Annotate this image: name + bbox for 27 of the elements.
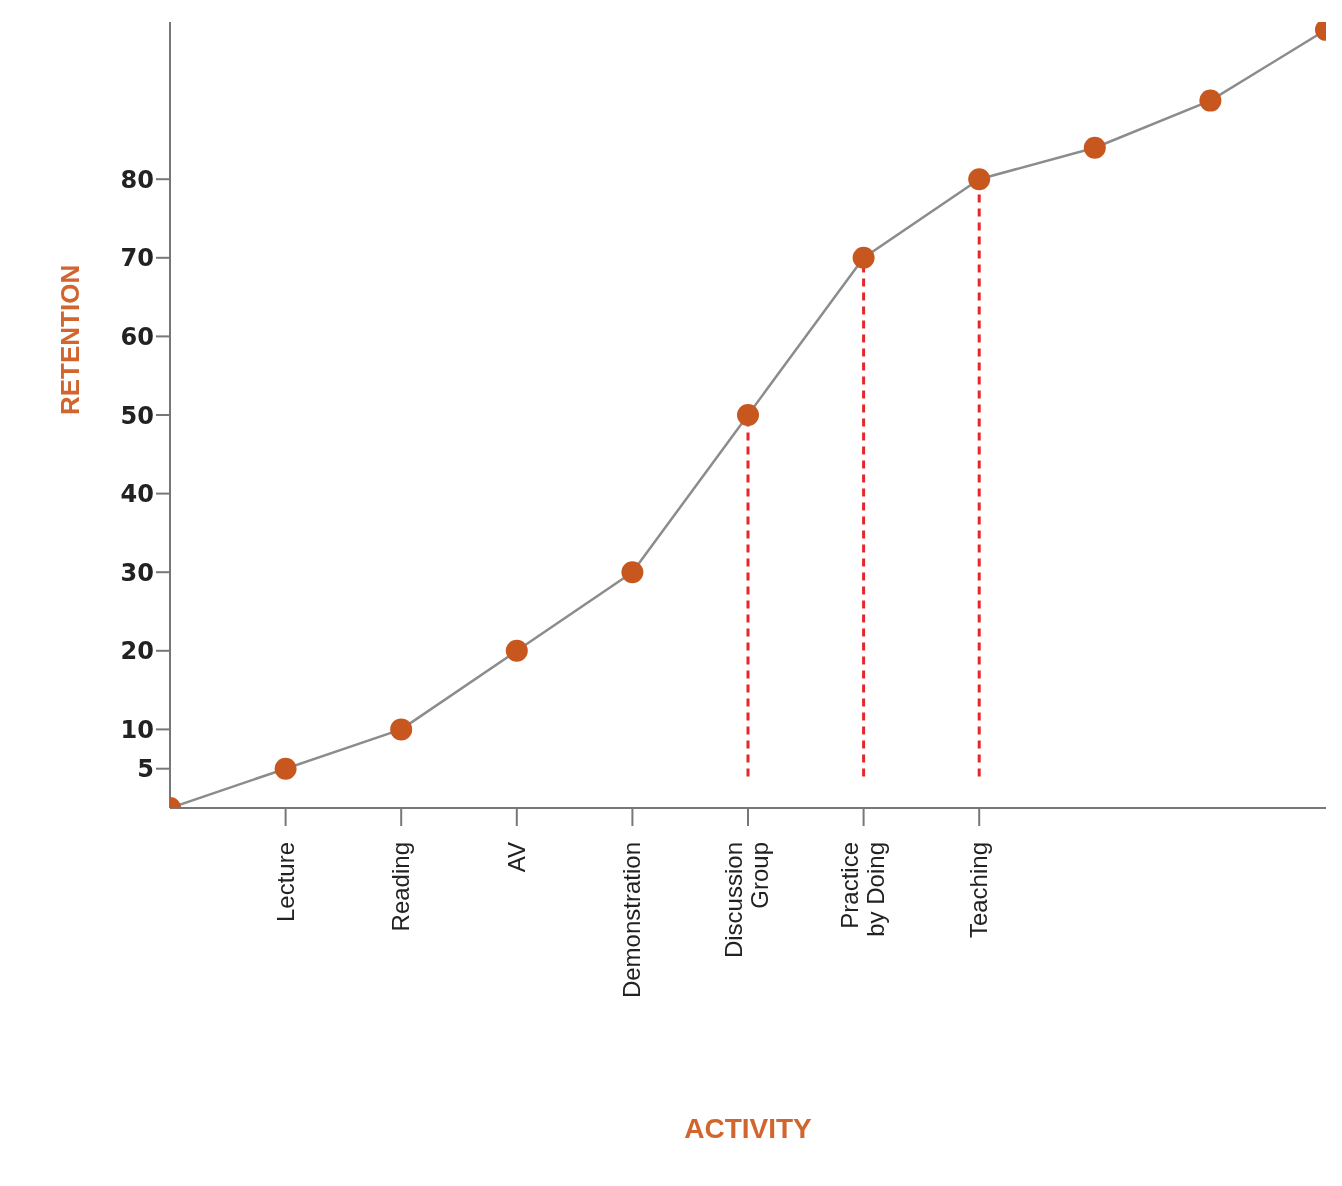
y-tick-label: 50: [120, 401, 154, 430]
y-tick-label: 5: [137, 755, 154, 784]
y-tick-label: 70: [120, 244, 154, 273]
y-tick-label: 60: [120, 322, 154, 351]
y-axis-title: RETENTION: [55, 264, 86, 415]
point: [968, 168, 991, 191]
point: [505, 639, 528, 662]
point: [737, 404, 759, 426]
x-tick-label: Teaching: [965, 842, 993, 939]
point: [852, 246, 875, 269]
point: [390, 718, 413, 741]
x-tick-label: AV: [502, 842, 530, 873]
point: [1083, 136, 1106, 159]
y-tick-label: 10: [120, 715, 154, 744]
point: [274, 757, 297, 780]
x-axis-title: ACTIVITY: [684, 1113, 813, 1144]
y-tick-label: 30: [120, 558, 154, 587]
x-tick-label: Discussion Group: [720, 842, 773, 959]
x-tick-label: Demonstration: [618, 842, 646, 999]
x-tick-label: Practice by Doing: [835, 842, 889, 937]
point: [621, 561, 644, 584]
y-tick-label: 40: [120, 480, 154, 509]
y-tick-label: 80: [120, 165, 154, 194]
point: [1199, 89, 1222, 112]
x-tick-label: Reading: [387, 842, 415, 932]
y-tick-label: 20: [120, 637, 154, 666]
x-tick-label: Lecture: [271, 842, 299, 923]
